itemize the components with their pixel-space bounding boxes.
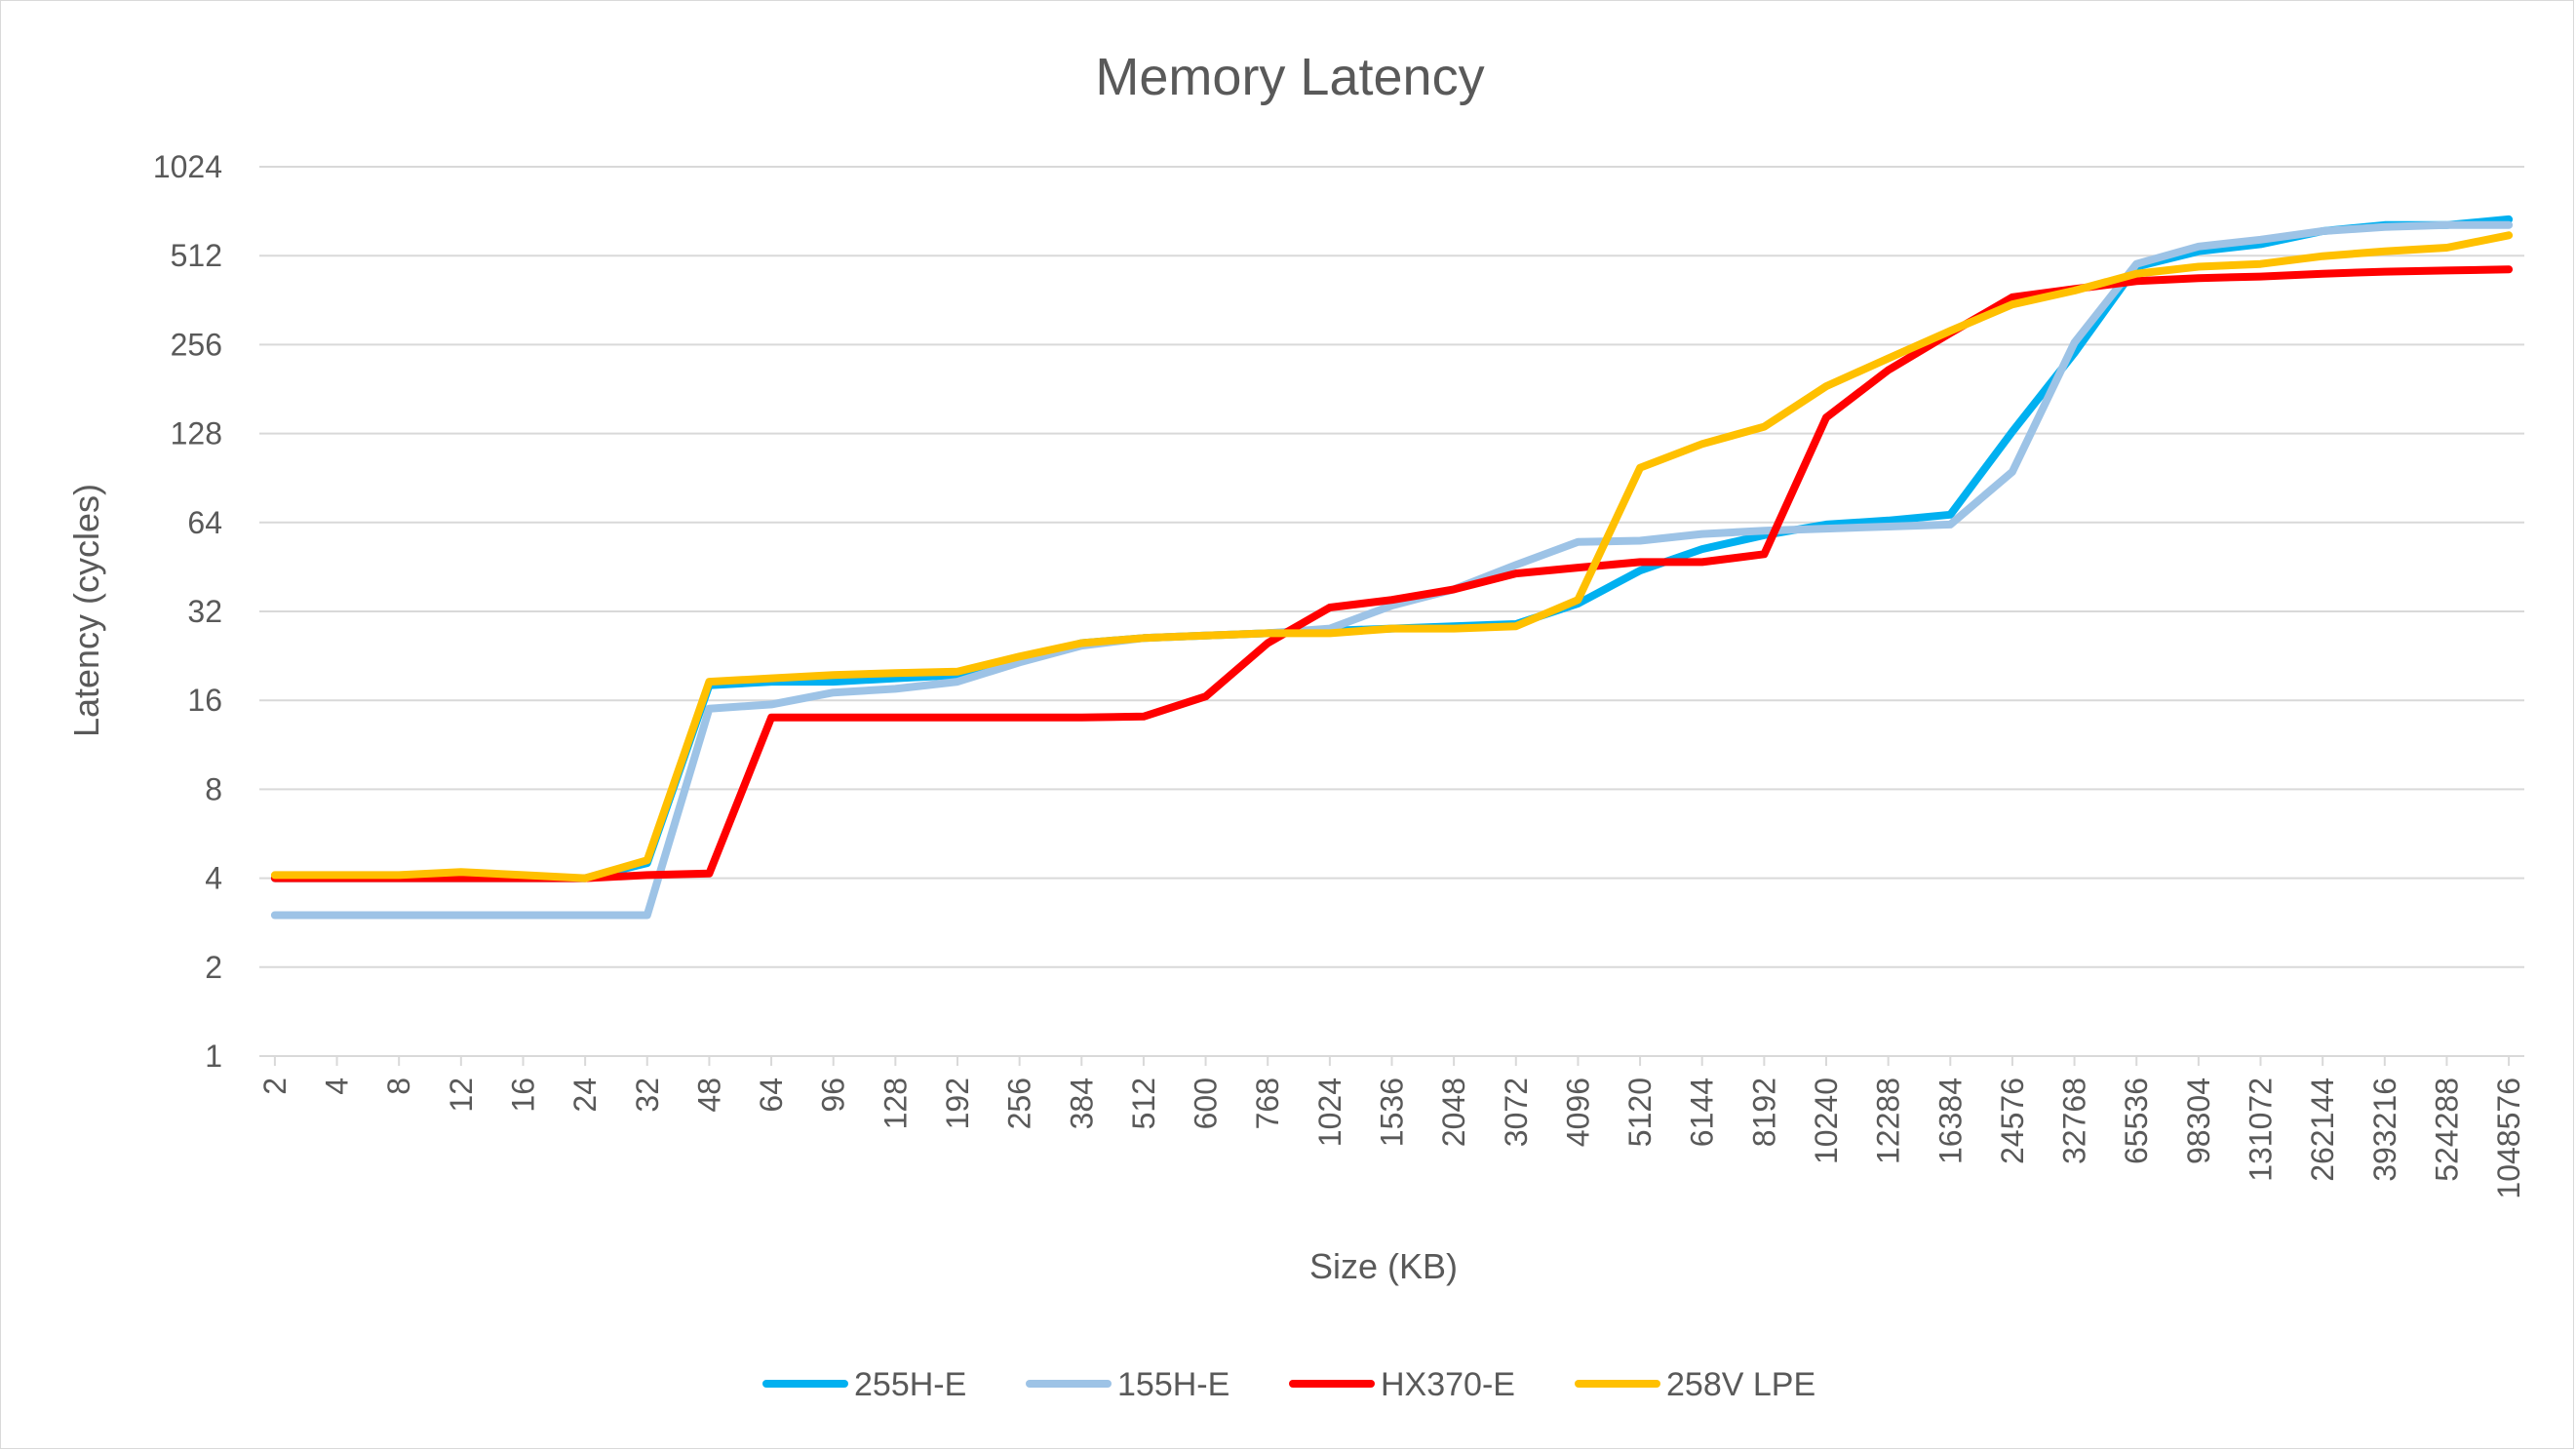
x-tick-label: 262144 xyxy=(2305,1078,2340,1182)
x-tick-label: 2 xyxy=(257,1078,293,1095)
x-tick-label: 600 xyxy=(1189,1078,1224,1129)
gridlines xyxy=(259,166,2524,1057)
legend-label-1: 155H-E xyxy=(1117,1366,1229,1403)
y-tick-label: 1 xyxy=(205,1039,222,1074)
x-axis-title: Size (KB) xyxy=(1309,1246,1458,1286)
y-tick-label: 128 xyxy=(171,416,222,451)
x-tick-label: 6144 xyxy=(1685,1078,1720,1147)
x-tick-label: 2048 xyxy=(1436,1078,1471,1147)
x-tick-label: 192 xyxy=(940,1078,975,1129)
x-tick-label: 12 xyxy=(444,1078,479,1113)
y-tick-label: 4 xyxy=(205,861,222,896)
x-tick-label: 768 xyxy=(1250,1078,1285,1129)
y-tick-label: 1024 xyxy=(153,149,222,184)
y-tick-label: 8 xyxy=(205,771,222,806)
x-tick-label: 4 xyxy=(320,1078,355,1095)
x-tick-label: 32 xyxy=(630,1078,665,1113)
y-tick-label: 256 xyxy=(171,327,222,362)
x-tick-label: 48 xyxy=(691,1078,726,1113)
y-tick-label: 512 xyxy=(171,238,222,273)
legend-label-2: HX370-E xyxy=(1381,1366,1515,1403)
x-tick-label: 8192 xyxy=(1746,1078,1781,1147)
x-tick-label: 512 xyxy=(1126,1078,1161,1129)
x-tick-label: 393216 xyxy=(2367,1078,2402,1182)
x-tick-label: 1048576 xyxy=(2491,1078,2526,1199)
x-tick-label: 24576 xyxy=(1995,1078,2030,1164)
series-line-1 xyxy=(270,220,2514,920)
series-line-2 xyxy=(270,265,2514,882)
chart-title: Memory Latency xyxy=(1095,48,1484,106)
y-axis-ticks: 1 2 4 8 16 32 64 128 256 512 1024 xyxy=(153,149,222,1074)
x-axis-ticks: 2 4 8 12 16 24 32 48 64 96 128 192 256 384 512 600 768 10… xyxy=(257,1056,2526,1199)
x-tick-label: 10240 xyxy=(1809,1078,1844,1164)
x-tick-label: 131072 xyxy=(2244,1078,2279,1182)
x-tick-label: 256 xyxy=(1002,1078,1037,1129)
x-tick-label: 64 xyxy=(754,1078,789,1113)
x-tick-label: 8 xyxy=(381,1078,416,1095)
x-tick-label: 3072 xyxy=(1499,1078,1534,1147)
legend-label-0: 255H-E xyxy=(854,1366,966,1403)
x-tick-label: 98304 xyxy=(2181,1078,2216,1164)
x-tick-label: 1024 xyxy=(1312,1078,1347,1147)
x-tick-label: 5120 xyxy=(1622,1078,1658,1147)
y-tick-label: 2 xyxy=(205,950,222,985)
series-lines xyxy=(270,215,2514,920)
x-tick-label: 24 xyxy=(567,1078,603,1113)
series-line-0 xyxy=(270,215,2514,882)
legend: 255H-E 155H-E HX370-E 258V LPE xyxy=(762,1366,1815,1403)
x-tick-label: 384 xyxy=(1064,1078,1099,1129)
x-tick-label: 4096 xyxy=(1560,1078,1595,1147)
series-line-3 xyxy=(270,231,2514,882)
y-tick-label: 64 xyxy=(187,505,222,540)
x-tick-label: 16 xyxy=(505,1078,540,1113)
x-tick-label: 65536 xyxy=(2119,1078,2154,1164)
y-tick-label: 32 xyxy=(187,594,222,629)
x-tick-label: 32768 xyxy=(2057,1078,2092,1164)
x-tick-label: 1536 xyxy=(1375,1078,1410,1147)
y-tick-label: 16 xyxy=(187,683,222,718)
x-tick-label: 524288 xyxy=(2429,1078,2464,1182)
x-tick-label: 12288 xyxy=(1871,1078,1906,1164)
y-axis-title: Latency (cycles) xyxy=(66,484,106,737)
x-tick-label: 96 xyxy=(816,1078,851,1113)
x-tick-label: 16384 xyxy=(1932,1078,1968,1164)
x-tick-label: 128 xyxy=(878,1078,913,1129)
legend-label-3: 258V LPE xyxy=(1666,1366,1815,1403)
